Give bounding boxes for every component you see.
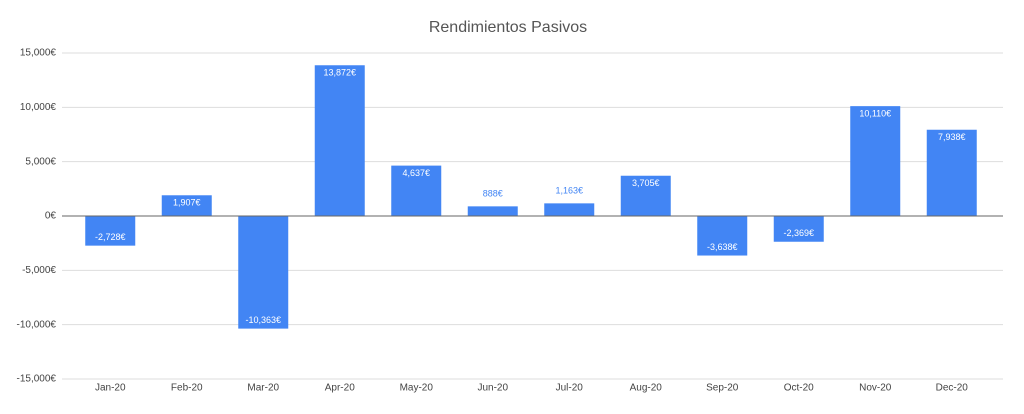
bar: [238, 216, 289, 329]
y-tick-label: 5,000€: [25, 156, 56, 167]
x-tick-label: Aug-20: [630, 383, 663, 394]
bar: [314, 65, 365, 216]
y-tick-label: -5,000€: [22, 265, 56, 276]
bar: [773, 216, 824, 242]
bar: [926, 129, 977, 216]
bar: [697, 216, 748, 256]
bar: [161, 195, 212, 216]
x-tick-label: Jun-20: [477, 383, 508, 394]
value-label: -10,363€: [245, 315, 281, 325]
value-label: 7,938€: [938, 132, 966, 142]
bar: [391, 165, 442, 216]
x-tick-label: Jan-20: [95, 383, 126, 394]
value-label: 13,872€: [323, 68, 356, 78]
x-tick-label: Nov-20: [859, 383, 892, 394]
value-label: 3,705€: [632, 178, 660, 188]
x-tick-label: Apr-20: [325, 383, 355, 394]
x-tick-label: Feb-20: [171, 383, 203, 394]
bar: [620, 175, 671, 216]
x-tick-label: Dec-20: [936, 383, 969, 394]
x-tick-label: Mar-20: [247, 383, 279, 394]
y-tick-label: 15,000€: [20, 48, 57, 59]
x-tick-label: Jul-20: [556, 383, 584, 394]
value-label: -2,369€: [783, 228, 814, 238]
y-tick-label: 0€: [45, 211, 57, 222]
value-label: 1,163€: [555, 186, 583, 196]
y-tick-label: -10,000€: [17, 319, 57, 330]
value-label: 1,907€: [173, 198, 201, 208]
y-tick-label: 10,000€: [20, 102, 57, 113]
bar: [467, 206, 518, 216]
value-label: 888€: [483, 189, 503, 199]
value-label: 4,637€: [402, 168, 430, 178]
x-tick-label: May-20: [400, 383, 434, 394]
chart-title: Rendimientos Pasivos: [429, 19, 587, 36]
value-label: 10,110€: [859, 109, 891, 119]
bar: [850, 106, 901, 216]
y-tick-label: -15,000€: [17, 374, 57, 385]
bar: [544, 203, 595, 216]
x-tick-label: Oct-20: [784, 383, 814, 394]
x-tick-label: Sep-20: [706, 383, 739, 394]
value-label: -2,728€: [95, 232, 126, 242]
bar: [85, 216, 136, 246]
value-label: -3,638€: [707, 242, 738, 252]
